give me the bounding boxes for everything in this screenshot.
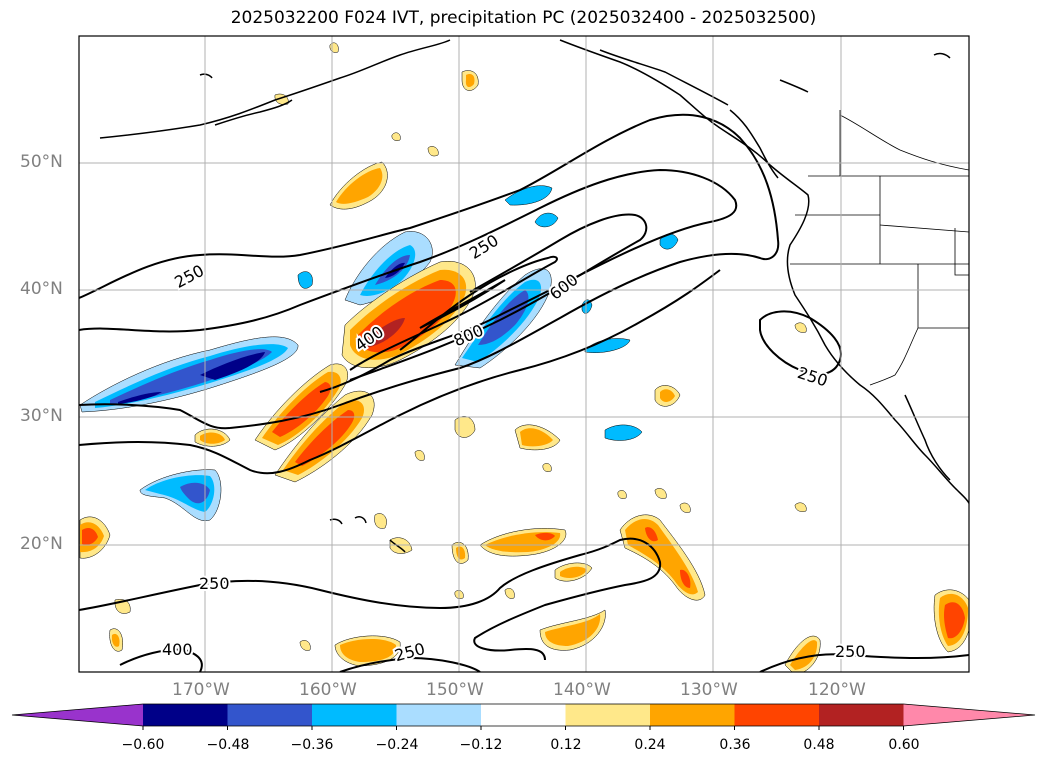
colorbar-tick: −0.36 — [290, 737, 334, 753]
lon-label-120w: 120°W — [808, 680, 866, 700]
lat-label-20n: 20°N — [20, 534, 63, 554]
colorbar-segment — [819, 704, 904, 726]
lat-label-40n: 40°N — [20, 279, 63, 299]
colorbar-tick: 0.12 — [550, 737, 582, 753]
ivt-contour-600-loop — [349, 213, 648, 381]
map-border — [78, 35, 970, 673]
colorbar-extend-right — [903, 704, 1035, 726]
lat-label-50n: 50°N — [20, 152, 63, 172]
colorbar-segment — [565, 704, 651, 726]
colorbar-segment — [143, 704, 228, 726]
colorbar — [11, 703, 1036, 730]
colorbar-tick: 0.60 — [888, 737, 920, 753]
contour-label: 250 — [199, 574, 230, 593]
lat-label-30n: 30°N — [20, 406, 63, 426]
contour-label: 250 — [835, 642, 866, 661]
ivt-contour-250-south — [79, 269, 721, 475]
coastlines — [99, 39, 969, 553]
lon-label-160w: 160°W — [299, 680, 357, 700]
lon-label-150w: 150°W — [426, 680, 484, 700]
positive-precip-shading — [79, 42, 969, 672]
colorbar-tick: −0.60 — [121, 737, 165, 753]
colorbar-tick: −0.12 — [459, 737, 503, 753]
colorbar-tick: −0.24 — [375, 737, 419, 753]
colorbar-segment — [396, 704, 482, 726]
lon-label-130w: 130°W — [680, 680, 738, 700]
colorbar-tick: 0.36 — [719, 737, 751, 753]
ivt-contour-600 — [349, 255, 558, 371]
graticule — [79, 36, 969, 672]
map-title: 2025032200 F024 IVT, precipitation PC (2… — [230, 8, 817, 28]
colorbar-segment — [734, 704, 820, 726]
ivt-contour-800 — [419, 279, 506, 329]
colorbar-tick: 0.48 — [803, 737, 835, 753]
ivt-contour-250-bottom-center — [339, 656, 481, 672]
ivt-contour-250-bottom — [79, 537, 662, 661]
map-content: 250 250 250 400 600 800 250 250 400 250 — [79, 36, 969, 672]
colorbar-tick: 0.24 — [634, 737, 666, 753]
political-borders — [790, 110, 969, 386]
colorbar-segment — [650, 704, 735, 726]
lon-label-170w: 170°W — [172, 680, 230, 700]
colorbar-tick: −0.48 — [206, 737, 250, 753]
contour-label: 400 — [162, 640, 193, 659]
colorbar-segment — [227, 704, 313, 726]
ivt-contour-250-ca-loop — [759, 310, 842, 376]
ivt-contours — [79, 113, 969, 672]
lon-label-140w: 140°W — [553, 680, 611, 700]
negative-precip-shading — [79, 185, 679, 522]
ivt-contour-250-lower — [79, 403, 231, 430]
colorbar-extend-left — [12, 704, 143, 726]
ivt-contour-400 — [79, 168, 738, 393]
colorbar-segment — [481, 704, 566, 726]
ivt-contour-250-bottom-right — [759, 653, 969, 672]
ivt-contour-400-bottom — [119, 648, 203, 672]
ivt-contour-250-north — [79, 113, 780, 429]
colorbar-segment — [312, 704, 397, 726]
